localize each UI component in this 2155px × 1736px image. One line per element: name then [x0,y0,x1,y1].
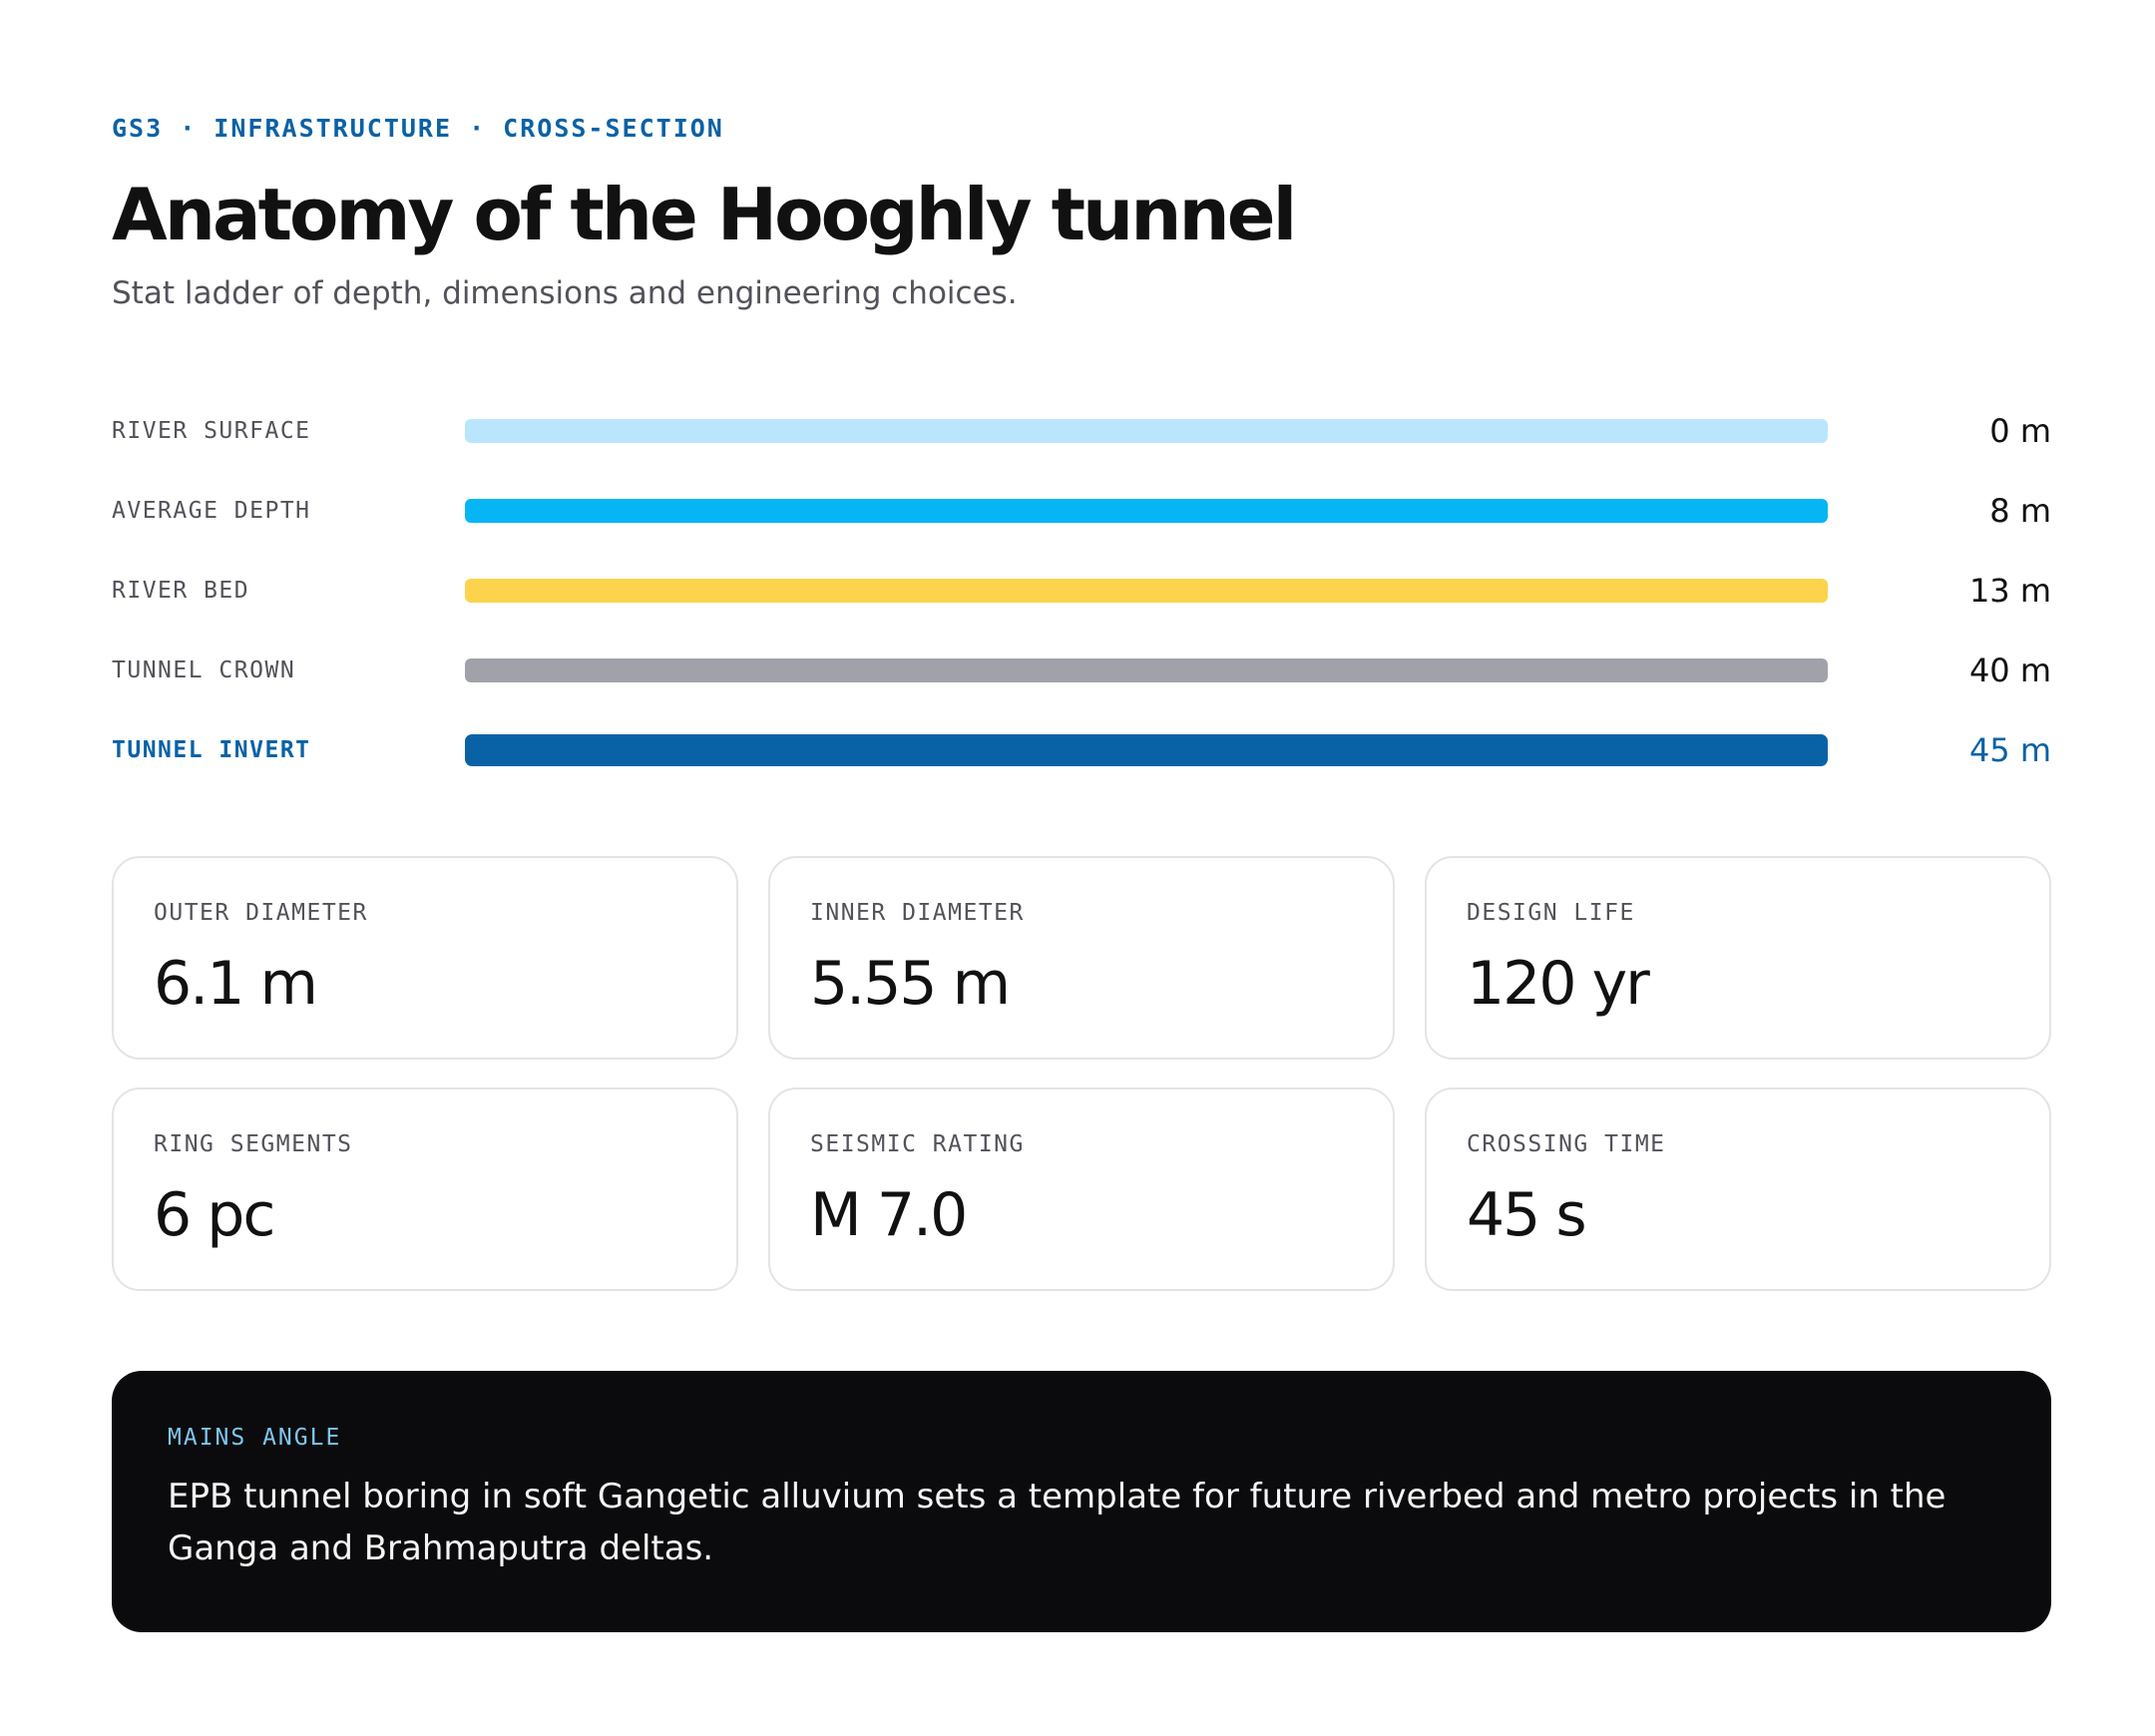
rung-track [465,579,1828,603]
rung-track [465,734,1828,766]
callout-text: EPB tunnel boring in soft Gangetic alluv… [168,1477,1946,1568]
rung-label: TUNNEL INVERT [112,737,311,763]
page-title: Anatomy of the Hooghly tunnel [112,173,1297,256]
ladder-rung-tunnel-crown: TUNNEL CROWN 40 m [112,631,2051,710]
stat-value: 6 pc [154,1180,275,1250]
stat-value: 5.55 m [810,949,1011,1019]
rung-label: TUNNEL CROWN [112,657,296,683]
page-subtitle: Stat ladder of depth, dimensions and eng… [112,275,1018,311]
stat-label: INNER DIAMETER [810,900,1025,926]
stat-value: 45 s [1467,1180,1587,1250]
ladder-rung-average-depth: AVERAGE DEPTH 8 m [112,471,2051,551]
stat-label: DESIGN LIFE [1467,900,1635,926]
stat-label: OUTER DIAMETER [154,900,368,926]
rung-value: 0 m [1989,412,2051,450]
stat-card-outer-diameter: OUTER DIAMETER 6.1 m [112,856,738,1060]
depth-ladder: RIVER SURFACE 0 m AVERAGE DEPTH 8 m RIVE… [112,391,2051,790]
callout-label: MAINS ANGLE [168,1425,342,1451]
rung-bar [465,658,1828,682]
eyebrow-breadcrumb: GS3 · INFRASTRUCTURE · CROSS-SECTION [112,114,724,143]
mains-angle-callout: MAINS ANGLE EPB tunnel boring in soft Ga… [112,1371,2051,1632]
ladder-rung-river-surface: RIVER SURFACE 0 m [112,391,2051,471]
rung-value: 40 m [1968,651,2051,689]
rung-value: 13 m [1968,572,2051,610]
stat-value: M 7.0 [810,1180,968,1250]
stat-value: 6.1 m [154,949,318,1019]
stat-value: 120 yr [1467,949,1650,1019]
ladder-rung-tunnel-invert: TUNNEL INVERT 45 m [112,710,2051,790]
stat-card-ring-segments: RING SEGMENTS 6 pc [112,1087,738,1291]
ladder-rung-river-bed: RIVER BED 13 m [112,551,2051,631]
stat-card-inner-diameter: INNER DIAMETER 5.55 m [768,856,1395,1060]
rung-track [465,658,1828,682]
rung-value: 8 m [1989,492,2051,530]
rung-value: 45 m [1968,731,2051,769]
rung-track [465,419,1828,443]
rung-bar [465,579,1828,603]
rung-track [465,499,1828,523]
stat-label: RING SEGMENTS [154,1131,353,1157]
rung-label: RIVER SURFACE [112,418,311,444]
rung-bar [465,499,1828,523]
rung-label: RIVER BED [112,578,250,604]
rung-label: AVERAGE DEPTH [112,498,311,524]
stat-label: SEISMIC RATING [810,1131,1025,1157]
stat-card-grid: OUTER DIAMETER 6.1 m INNER DIAMETER 5.55… [112,856,2051,1291]
rung-bar [465,734,1828,766]
stat-card-seismic-rating: SEISMIC RATING M 7.0 [768,1087,1395,1291]
stat-card-crossing-time: CROSSING TIME 45 s [1425,1087,2051,1291]
stat-label: CROSSING TIME [1467,1131,1666,1157]
stat-card-design-life: DESIGN LIFE 120 yr [1425,856,2051,1060]
rung-bar [465,419,1828,443]
